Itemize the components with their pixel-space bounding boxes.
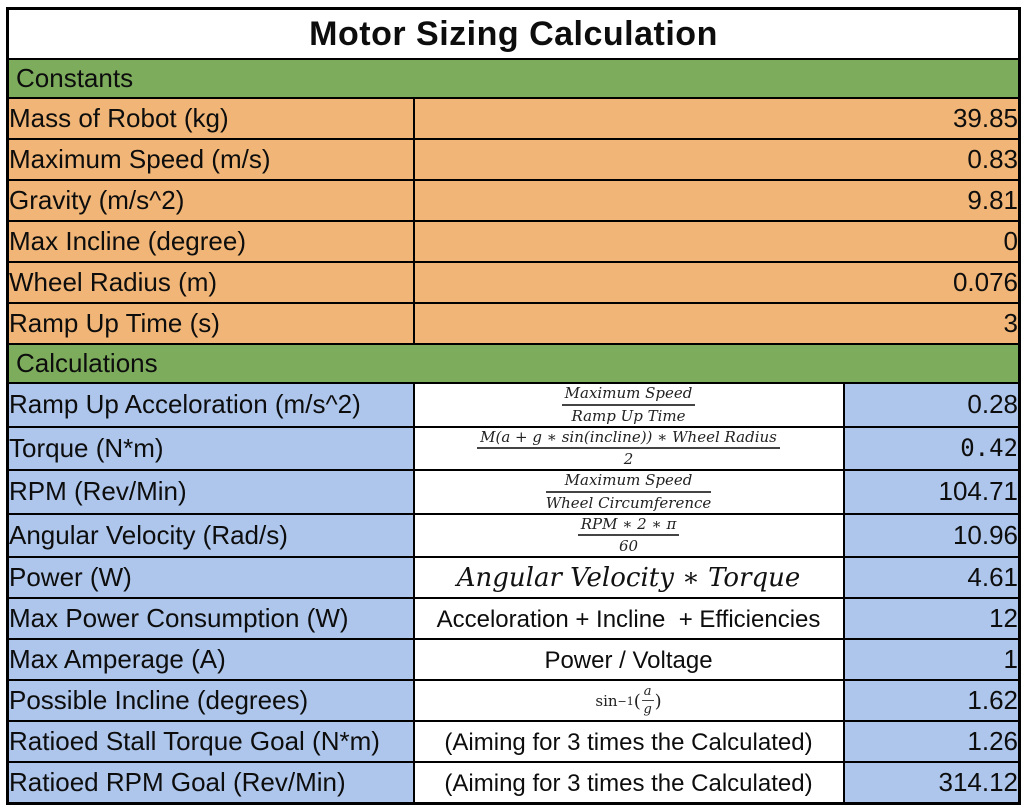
formula-cell: (Aiming for 3 times the Calculated) — [412, 761, 845, 805]
calculation-label: Angular Velocity (Rad/s) — [6, 512, 415, 558]
formula-fraction: Maximum Speed Wheel Circumference — [545, 472, 712, 512]
formula-cell: M(a + g ∗ sin(incline)) ∗ Wheel Radius 2 — [412, 425, 845, 471]
formula-text: (Aiming for 3 times the Calculated) — [444, 729, 813, 756]
table-title-row: Motor Sizing Calculation — [6, 7, 1021, 60]
calculation-row: Torque (N*m) M(a + g ∗ sin(incline)) ∗ W… — [6, 425, 1021, 471]
calculation-label: Ratioed RPM Goal (Rev/Min) — [6, 761, 415, 805]
formula-cell: Angular Velocity ∗ Torque — [412, 556, 845, 599]
calculation-label: Ramp Up Acceloration (m/s^2) — [6, 382, 415, 428]
calculation-value: 0.42 — [842, 425, 1021, 471]
section-header-constants: Constants — [6, 58, 1021, 99]
fraction-denominator: Ramp Up Time — [571, 406, 686, 425]
formula-fraction: Maximum Speed Ramp Up Time — [561, 385, 696, 425]
calculation-label: Power (W) — [6, 556, 415, 599]
calculation-value: 1.62 — [842, 679, 1021, 722]
constant-value: 39.85 — [412, 97, 1021, 140]
close-paren: ) — [654, 690, 662, 712]
constant-row: Mass of Robot (kg) 39.85 — [6, 97, 1021, 140]
formula-cell: Maximum Speed Wheel Circumference — [412, 469, 845, 515]
calculation-value: 10.96 — [842, 512, 1021, 558]
calculation-row: Angular Velocity (Rad/s) RPM ∗ 2 ∗ π 60 … — [6, 512, 1021, 558]
calculation-value: 104.71 — [842, 469, 1021, 515]
calculation-label: RPM (Rev/Min) — [6, 469, 415, 515]
constant-label: Gravity (m/s^2) — [6, 179, 415, 222]
constant-value: 0 — [412, 220, 1021, 263]
calculation-label: Max Power Consumption (W) — [6, 597, 415, 640]
formula-text: Power / Voltage — [544, 647, 713, 674]
constant-label: Mass of Robot (kg) — [6, 97, 415, 140]
calculation-row: Ratioed Stall Torque Goal (N*m) (Aiming … — [6, 720, 1021, 763]
calculation-value: 1.26 — [842, 720, 1021, 763]
motor-sizing-table: Motor Sizing Calculation Constants Mass … — [6, 7, 1022, 805]
calculation-value: 4.61 — [842, 556, 1021, 599]
calculation-label: Possible Incline (degrees) — [6, 679, 415, 722]
sine-exponent: −1 — [617, 694, 634, 708]
calculation-row: Max Amperage (A) Power / Voltage 1 — [6, 638, 1021, 681]
formula-fraction: RPM ∗ 2 ∗ π 60 — [577, 515, 680, 556]
constant-value: 0.83 — [412, 138, 1021, 181]
fraction-denominator: g — [643, 702, 652, 718]
calculation-value: 12 — [842, 597, 1021, 640]
page-title: Motor Sizing Calculation — [6, 7, 1021, 60]
section-header-calculations-label: Calculations — [6, 343, 1021, 384]
formula-cell: Maximum Speed Ramp Up Time — [412, 382, 845, 428]
fraction-denominator: 2 — [623, 450, 634, 469]
calculation-label: Max Amperage (A) — [6, 638, 415, 681]
calculation-label: Ratioed Stall Torque Goal (N*m) — [6, 720, 415, 763]
fraction-numerator: Maximum Speed — [561, 385, 696, 406]
fraction-numerator: Maximum Speed — [545, 472, 712, 493]
calculation-row: Ramp Up Acceloration (m/s^2) Maximum Spe… — [6, 382, 1021, 428]
formula-text: Acceloration + Incline + Efficiencies — [436, 606, 821, 633]
formula-text: (Aiming for 3 times the Calculated) — [444, 770, 813, 797]
formula-fraction: M(a + g ∗ sin(incline)) ∗ Wheel Radius 2 — [477, 428, 780, 469]
section-header-calculations: Calculations — [6, 343, 1021, 384]
calculation-row: Power (W) Angular Velocity ∗ Torque 4.61 — [6, 556, 1021, 599]
calculation-label: Torque (N*m) — [6, 425, 415, 471]
calculation-row: Ratioed RPM Goal (Rev/Min) (Aiming for 3… — [6, 761, 1021, 805]
sine-function: sin — [595, 692, 618, 711]
fraction-numerator: a — [641, 684, 654, 702]
constant-label: Max Incline (degree) — [6, 220, 415, 263]
motor-sizing-sheet: Motor Sizing Calculation Constants Mass … — [6, 7, 1022, 805]
fraction-denominator: Wheel Circumference — [545, 493, 712, 512]
formula-cell: (Aiming for 3 times the Calculated) — [412, 720, 845, 763]
constant-value: 3 — [412, 302, 1021, 345]
open-paren: ( — [633, 690, 641, 712]
formula-inverse-sine: sin −1(a g) — [595, 684, 661, 719]
constant-value: 9.81 — [412, 179, 1021, 222]
constant-row: Ramp Up Time (s) 3 — [6, 302, 1021, 345]
calculation-value: 1 — [842, 638, 1021, 681]
calculation-row: Max Power Consumption (W) Acceloration +… — [6, 597, 1021, 640]
calculation-row: Possible Incline (degrees) sin −1(a g) 1.6… — [6, 679, 1021, 722]
calculation-row: RPM (Rev/Min) Maximum Speed Wheel Circum… — [6, 469, 1021, 515]
fraction-numerator: RPM ∗ 2 ∗ π — [577, 515, 680, 537]
fraction-numerator: M(a + g ∗ sin(incline)) ∗ Wheel Radius — [477, 428, 780, 450]
formula-math-text: Angular Velocity ∗ Torque — [456, 563, 801, 593]
constant-row: Wheel Radius (m) 0.076 — [6, 261, 1021, 304]
section-header-constants-label: Constants — [6, 58, 1021, 99]
constant-label: Ramp Up Time (s) — [6, 302, 415, 345]
constant-row: Gravity (m/s^2) 9.81 — [6, 179, 1021, 222]
constant-label: Wheel Radius (m) — [6, 261, 415, 304]
formula-cell: Acceloration + Incline + Efficiencies — [412, 597, 845, 640]
formula-cell: Power / Voltage — [412, 638, 845, 681]
constant-row: Max Incline (degree) 0 — [6, 220, 1021, 263]
formula-cell: sin −1(a g) — [412, 679, 845, 722]
constant-label: Maximum Speed (m/s) — [6, 138, 415, 181]
constant-value: 0.076 — [412, 261, 1021, 304]
constant-row: Maximum Speed (m/s) 0.83 — [6, 138, 1021, 181]
formula-cell: RPM ∗ 2 ∗ π 60 — [412, 512, 845, 558]
calculation-value: 314.12 — [842, 761, 1021, 805]
fraction-denominator: 60 — [618, 537, 639, 556]
calculation-value: 0.28 — [842, 382, 1021, 428]
